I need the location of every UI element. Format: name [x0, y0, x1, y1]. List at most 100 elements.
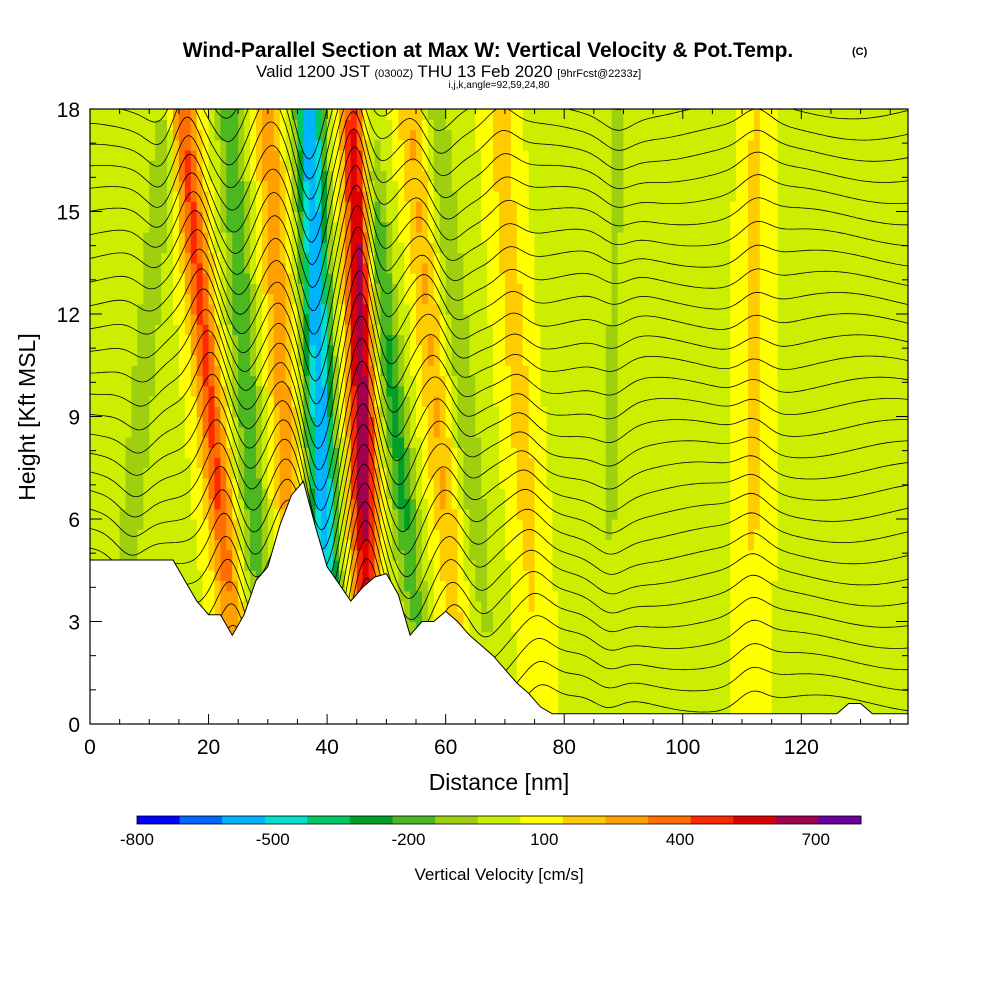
velocity-cell — [386, 180, 393, 192]
velocity-cell — [522, 160, 530, 172]
velocity-cell — [469, 549, 476, 561]
velocity-cell — [167, 324, 174, 336]
velocity-cell — [338, 385, 346, 397]
velocity-cell — [149, 406, 156, 418]
velocity-cell — [350, 283, 358, 295]
velocity-cell — [516, 478, 524, 489]
velocity-cell — [451, 129, 459, 141]
velocity-cell — [255, 262, 263, 274]
velocity-cell — [214, 426, 222, 438]
velocity-cell — [90, 498, 97, 510]
velocity-cell — [184, 447, 192, 459]
velocity-cell — [410, 508, 417, 520]
velocity-cell — [350, 129, 358, 141]
velocity-cell — [350, 242, 358, 254]
velocity-cell — [208, 344, 216, 356]
velocity-cell — [196, 170, 204, 182]
velocity-cell — [196, 221, 204, 233]
velocity-cell — [510, 529, 518, 541]
velocity-cell — [421, 560, 429, 571]
velocity-cell — [392, 344, 399, 356]
velocity-cell — [131, 406, 139, 418]
velocity-cell — [261, 252, 269, 264]
velocity-cell — [95, 211, 103, 223]
velocity-cell — [238, 191, 245, 202]
velocity-cell — [451, 478, 459, 489]
velocity-cell — [309, 385, 316, 397]
velocity-cell — [469, 221, 476, 233]
velocity-cell — [540, 334, 548, 346]
velocity-cell — [143, 273, 150, 284]
velocity-cell — [570, 232, 577, 243]
velocity-cell — [309, 211, 316, 223]
velocity-cell — [143, 365, 150, 377]
velocity-cell — [552, 631, 559, 643]
velocity-cell — [421, 478, 429, 489]
velocity-cell — [451, 324, 459, 336]
velocity-cell — [481, 375, 488, 387]
velocity-cell — [481, 344, 488, 356]
velocity-cell — [214, 549, 222, 561]
velocity-cell — [570, 416, 577, 428]
velocity-cell — [119, 273, 127, 284]
velocity-cell — [196, 252, 204, 264]
velocity-cell — [576, 324, 583, 336]
velocity-cell — [315, 498, 322, 510]
velocity-cell — [499, 529, 506, 541]
velocity-cell — [178, 437, 186, 448]
velocity-cell — [267, 221, 275, 233]
velocity-cell — [546, 498, 553, 510]
velocity-cell — [143, 170, 150, 182]
velocity-cell — [368, 293, 376, 305]
velocity-cell — [493, 170, 500, 182]
velocity-cell — [315, 109, 322, 120]
velocity-cell — [398, 580, 405, 592]
velocity-cell — [528, 683, 536, 694]
velocity-cell — [522, 170, 530, 182]
velocity-cell — [178, 242, 186, 254]
velocity-cell — [220, 334, 227, 346]
velocity-cell — [90, 416, 97, 428]
velocity-cell — [558, 211, 565, 223]
velocity-cell — [416, 457, 423, 469]
velocity-cell — [255, 447, 263, 459]
velocity-cell — [244, 570, 251, 582]
velocity-cell — [368, 508, 376, 520]
velocity-cell — [540, 211, 548, 223]
velocity-cell — [439, 324, 447, 336]
velocity-cell — [315, 273, 322, 284]
velocity-cell — [232, 478, 239, 489]
velocity-cell — [344, 385, 352, 397]
velocity-cell — [510, 139, 518, 151]
velocity-cell — [208, 129, 216, 141]
velocity-cell — [255, 467, 263, 479]
velocity-cell — [528, 252, 536, 264]
velocity-cell — [107, 478, 115, 489]
velocity-cell — [463, 560, 470, 571]
velocity-cell — [190, 549, 198, 561]
velocity-cell — [433, 109, 441, 120]
velocity-cell — [552, 426, 559, 438]
velocity-cell — [416, 344, 423, 356]
velocity-cell — [190, 211, 198, 223]
velocity-cell — [481, 406, 488, 418]
velocity-cell — [303, 129, 310, 141]
velocity-cell — [510, 662, 518, 674]
velocity-cell — [244, 129, 251, 141]
velocity-cell — [457, 221, 465, 233]
velocity-cell — [184, 498, 192, 510]
velocity-cell — [398, 406, 405, 418]
velocity-cell — [380, 273, 387, 284]
velocity-cell — [564, 119, 571, 131]
velocity-cell — [445, 344, 453, 356]
velocity-cell — [427, 396, 435, 407]
velocity-cell — [540, 672, 548, 684]
velocity-cell — [522, 631, 530, 643]
velocity-cell — [516, 385, 524, 397]
velocity-cell — [362, 519, 370, 530]
velocity-cell — [137, 539, 144, 551]
velocity-cell — [392, 396, 399, 407]
velocity-cell — [220, 109, 227, 120]
velocity-cell — [463, 129, 470, 141]
velocity-cell — [250, 232, 257, 243]
